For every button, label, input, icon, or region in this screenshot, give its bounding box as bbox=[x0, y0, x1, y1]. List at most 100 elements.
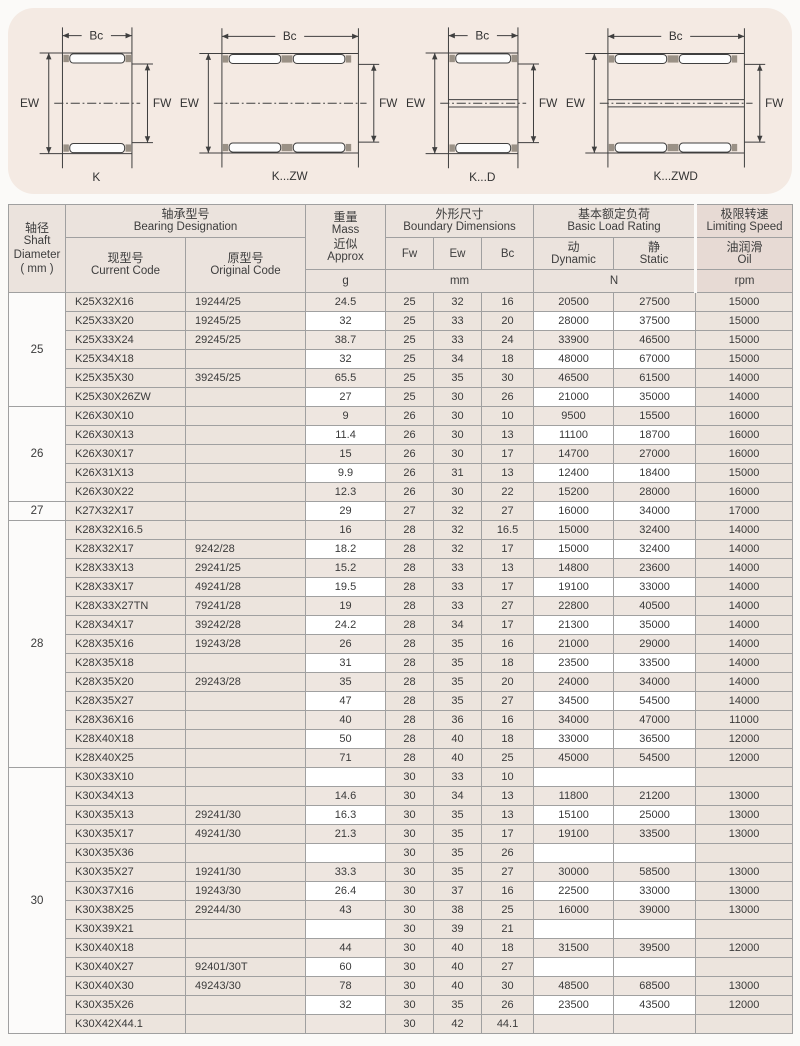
bc-cell: 24 bbox=[481, 330, 535, 351]
original-code-cell: 92401/30T bbox=[184, 957, 307, 978]
bc-dimension-label: Bc bbox=[283, 30, 297, 43]
current-code-cell: K30X35X36 bbox=[65, 843, 186, 864]
table-row: 26 K26X30X10 9 26 30 10 9500 15500 16000 bbox=[8, 406, 794, 503]
limiting-speed-cell: 16000 bbox=[695, 482, 794, 503]
current-code-cell: K30X35X13 bbox=[65, 805, 186, 826]
dynamic-load-cell: 16000 bbox=[533, 501, 615, 522]
static-load-cell: 39500 bbox=[613, 938, 697, 959]
current-code-cell: K26X31X13 bbox=[65, 463, 186, 484]
table-row: K30X40X27 92401/30T 60 30 40 27 bbox=[9, 957, 794, 978]
header-static: 静 Static bbox=[613, 236, 697, 271]
current-code-cell: K27X32X17 bbox=[65, 501, 186, 522]
dynamic-load-cell: 28000 bbox=[533, 311, 615, 332]
table-row: K28X33X13 29241/25 15.2 28 33 13 14800 23600 140… bbox=[9, 558, 794, 579]
bearing-type-diagrams: Bc EW FW K Bc EW FW bbox=[8, 8, 792, 194]
static-load-cell: 28000 bbox=[613, 482, 697, 503]
bc-cell: 30 bbox=[481, 976, 535, 997]
current-code-cell: K28X35X20 bbox=[65, 672, 186, 693]
dynamic-load-cell: 19100 bbox=[533, 577, 615, 598]
header-dynamic: 动 Dynamic bbox=[533, 236, 615, 271]
current-code-cell: K25X32X16 bbox=[65, 292, 186, 313]
ew-cell: 30 bbox=[433, 425, 483, 446]
bc-dimension-label: Bc bbox=[475, 28, 489, 42]
static-load-cell: 33500 bbox=[613, 824, 697, 845]
fw-cell: 30 bbox=[385, 995, 435, 1016]
current-code-cell: K28X33X13 bbox=[65, 558, 186, 579]
dynamic-load-cell: 21300 bbox=[533, 615, 615, 636]
current-code-cell: K30X34X13 bbox=[65, 786, 186, 807]
dynamic-load-cell: 9500 bbox=[533, 406, 615, 427]
bc-cell: 27 bbox=[481, 691, 535, 712]
mass-cell: 32 bbox=[305, 349, 387, 370]
dynamic-load-cell: 24000 bbox=[533, 672, 615, 693]
limiting-speed-cell bbox=[695, 767, 794, 788]
static-load-cell: 21200 bbox=[613, 786, 697, 807]
static-load-cell: 36500 bbox=[613, 729, 697, 750]
static-load-cell: 34000 bbox=[613, 672, 697, 693]
bc-cell: 17 bbox=[481, 577, 535, 598]
bc-cell: 18 bbox=[481, 938, 535, 959]
dynamic-load-cell: 15100 bbox=[533, 805, 615, 826]
mass-cell bbox=[305, 1014, 387, 1035]
mass-cell: 32 bbox=[305, 995, 387, 1016]
table-row: K30X40X18 44 30 40 18 31500 39500 12000 bbox=[9, 938, 794, 959]
dynamic-load-cell: 23500 bbox=[533, 995, 615, 1016]
dynamic-load-cell: 14700 bbox=[533, 444, 615, 465]
table-row: 30 K30X33X10 30 33 10 bbox=[8, 767, 794, 1035]
static-load-cell: 23600 bbox=[613, 558, 697, 579]
mass-cell: 31 bbox=[305, 653, 387, 674]
mass-cell: 33.3 bbox=[305, 862, 387, 883]
limiting-speed-cell: 14000 bbox=[695, 653, 794, 674]
static-load-cell: 47000 bbox=[613, 710, 697, 731]
dynamic-load-cell bbox=[533, 919, 615, 940]
ew-cell: 40 bbox=[433, 957, 483, 978]
table-row: K25X33X20 19245/25 32 25 33 20 28000 37500 15000 bbox=[9, 311, 794, 332]
bc-cell: 18 bbox=[481, 729, 535, 750]
dynamic-load-cell bbox=[533, 843, 615, 864]
table-row: K26X30X17 15 26 30 17 14700 27000 16000 bbox=[9, 444, 794, 465]
original-code-cell bbox=[184, 501, 307, 522]
mass-cell: 21.3 bbox=[305, 824, 387, 845]
current-code-cell: K28X32X16.5 bbox=[65, 520, 186, 541]
fw-cell: 27 bbox=[385, 501, 435, 522]
bc-cell: 13 bbox=[481, 786, 535, 807]
original-code-cell: 29244/30 bbox=[184, 900, 307, 921]
ew-cell: 40 bbox=[433, 748, 483, 769]
table-row: K28X35X16 19243/28 26 28 35 16 21000 29000 14000 bbox=[9, 634, 794, 655]
header-boundary-dimensions: 外形尺寸 Boundary Dimensions bbox=[385, 204, 535, 238]
table-row: K30X34X13 14.6 30 34 13 11800 21200 13000 bbox=[9, 786, 794, 807]
original-code-cell: 49241/30 bbox=[184, 824, 307, 845]
static-load-cell: 18400 bbox=[613, 463, 697, 484]
bearing-table: 轴径 Shaft Diameter ( mm ) 轴承型号 Bearing De… bbox=[8, 203, 794, 1035]
ew-cell: 30 bbox=[433, 406, 483, 427]
fw-cell: 28 bbox=[385, 577, 435, 598]
static-load-cell: 33000 bbox=[613, 577, 697, 598]
current-code-cell: K28X34X17 bbox=[65, 615, 186, 636]
fw-cell: 30 bbox=[385, 976, 435, 997]
shaft-diameter-cell: 26 bbox=[8, 406, 66, 503]
fw-cell: 28 bbox=[385, 729, 435, 750]
table-row: K25X33X24 29245/25 38.7 25 33 24 33900 46500 150… bbox=[9, 330, 794, 351]
table-row: K26X30X22 12.3 26 30 22 15200 28000 16000 bbox=[9, 482, 794, 503]
header-mass: 重量 Mass 近似 Approx bbox=[305, 203, 387, 271]
fw-cell: 30 bbox=[385, 805, 435, 826]
limiting-speed-cell: 14000 bbox=[695, 691, 794, 712]
fw-cell: 30 bbox=[385, 786, 435, 807]
bc-cell: 16 bbox=[481, 292, 535, 313]
original-code-cell bbox=[184, 691, 307, 712]
unit-dimensions: mm bbox=[385, 269, 535, 294]
limiting-speed-cell: 13000 bbox=[695, 805, 794, 826]
original-code-cell: 29245/25 bbox=[184, 330, 307, 351]
original-code-cell bbox=[184, 843, 307, 864]
current-code-cell: K28X35X16 bbox=[65, 634, 186, 655]
ew-cell: 33 bbox=[433, 330, 483, 351]
current-code-cell: K25X35X30 bbox=[65, 368, 186, 389]
static-load-cell: 27000 bbox=[613, 444, 697, 465]
static-load-cell: 46500 bbox=[613, 330, 697, 351]
shaft-diameter-cell: 28 bbox=[8, 520, 66, 769]
limiting-speed-cell: 13000 bbox=[695, 900, 794, 921]
shaft-diameter-cell: 25 bbox=[8, 292, 66, 408]
current-code-cell: K28X40X25 bbox=[65, 748, 186, 769]
diagram-k-zw: Bc EW FW K...ZW bbox=[180, 28, 398, 183]
fw-cell: 28 bbox=[385, 672, 435, 693]
